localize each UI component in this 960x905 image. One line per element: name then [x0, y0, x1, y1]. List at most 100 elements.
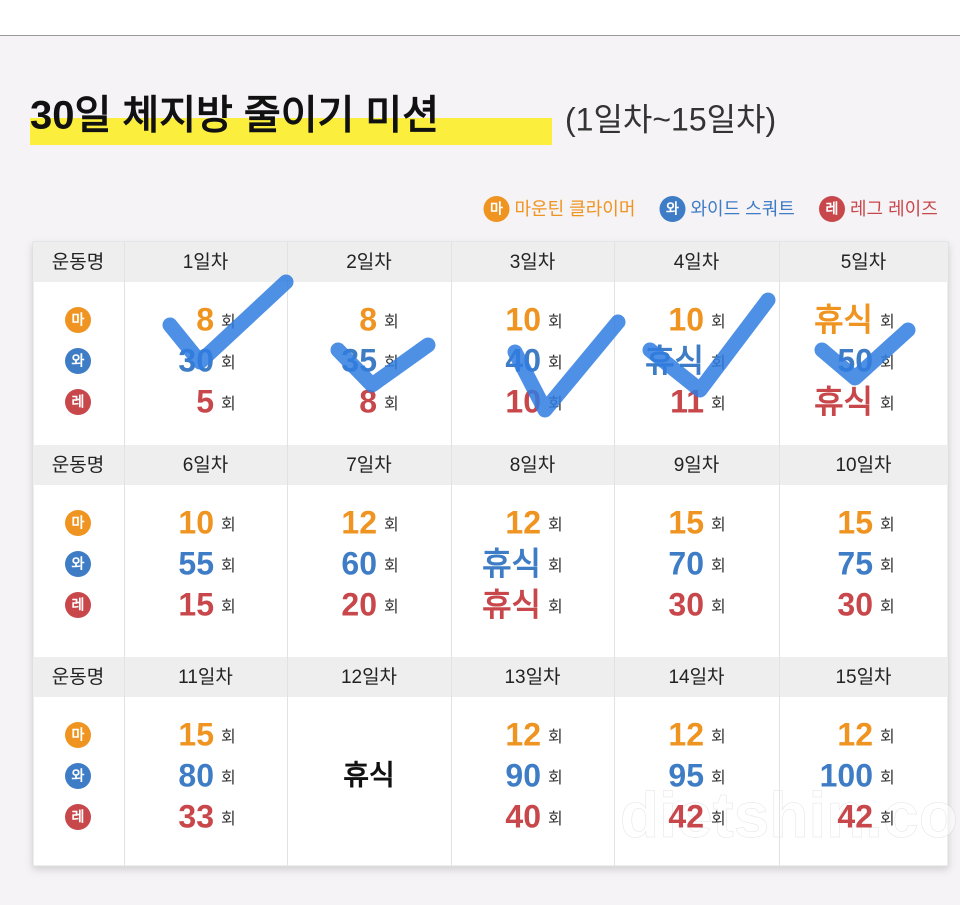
day-label: 11일차: [178, 666, 233, 688]
day-label: 2일차: [346, 251, 392, 273]
count-value: 12: [668, 716, 704, 752]
header-label: 운동명: [52, 251, 104, 273]
legend-badge-label: 레: [826, 201, 839, 217]
legend-badge-label: 와: [666, 201, 679, 217]
day-label: 3일차: [510, 251, 556, 273]
day-label: 10일차: [835, 454, 891, 476]
count-unit: 회: [384, 313, 399, 331]
count-value: 12: [837, 716, 873, 752]
count-value: 15: [178, 586, 214, 622]
day-label: 7일차: [346, 454, 392, 476]
count-value: 10: [505, 301, 541, 337]
count-unit: 회: [221, 728, 236, 746]
count-value: 15: [178, 716, 214, 752]
count-unit: 회: [221, 557, 236, 575]
count-value: 100: [820, 757, 873, 793]
day-label: 9일차: [674, 454, 720, 476]
legend-badge: [483, 196, 510, 222]
row-badge-label: 레: [72, 597, 85, 613]
count-value: 35: [341, 342, 377, 378]
count-unit: 회: [548, 354, 563, 372]
count-value: 8: [359, 383, 377, 419]
count-unit: 회: [221, 395, 236, 413]
count-unit: 회: [880, 313, 895, 331]
count-unit: 회: [711, 557, 726, 575]
count-unit: 회: [384, 598, 399, 616]
count-unit: 회: [711, 810, 726, 828]
count-unit: 회: [880, 516, 895, 534]
count-value: 60: [341, 545, 377, 581]
count-unit: 회: [221, 313, 236, 331]
legend-label: 마운틴 클라이머: [515, 199, 636, 219]
title: 30일 체지방 줄이기 미션: [30, 94, 439, 138]
count-value: 33: [178, 798, 214, 834]
count-value: 42: [668, 798, 704, 834]
count-value: 20: [341, 586, 377, 622]
legend-badge: [659, 196, 686, 222]
row-badge-label: 와: [72, 768, 85, 784]
row-badge-label: 마: [72, 727, 85, 743]
count-unit: 회: [221, 810, 236, 828]
count-value: 5: [196, 383, 214, 419]
day-label: 13일차: [504, 666, 560, 688]
count-unit: 회: [880, 395, 895, 413]
count-unit: 회: [711, 395, 726, 413]
count-value: 70: [668, 545, 704, 581]
row-badge-label: 와: [72, 556, 85, 572]
row-badge: [65, 804, 91, 830]
count-unit: 회: [221, 354, 236, 372]
count-value: 10: [178, 504, 214, 540]
row-badge: [65, 722, 91, 748]
legend-label: 레그 레이즈: [850, 199, 938, 219]
count-unit: 회: [711, 516, 726, 534]
count-value: 15: [837, 504, 873, 540]
day-label: 6일차: [183, 454, 229, 476]
count-value: 10: [505, 383, 541, 419]
row-badge: [65, 389, 91, 415]
day-label: 12일차: [341, 666, 397, 688]
count-unit: 회: [548, 728, 563, 746]
count-value: 8: [196, 301, 214, 337]
count-unit: 회: [548, 313, 563, 331]
count-value: 휴식: [482, 586, 541, 622]
count-unit: 회: [880, 810, 895, 828]
count-unit: 회: [384, 557, 399, 575]
row-badge: [65, 348, 91, 374]
count-value: 8: [359, 301, 377, 337]
legend-badge: [819, 196, 845, 222]
row-badge-label: 마: [72, 312, 85, 328]
row-badge-label: 레: [72, 394, 85, 410]
count-value: 30: [837, 586, 873, 622]
count-value: 55: [178, 545, 214, 581]
day-label: 5일차: [841, 251, 887, 273]
count-value: 12: [341, 504, 377, 540]
header-row: [34, 445, 947, 485]
row-badge-label: 마: [72, 515, 85, 531]
count-value: 30: [668, 586, 704, 622]
count-unit: 회: [711, 598, 726, 616]
header-label: 운동명: [52, 454, 104, 476]
count-unit: 회: [384, 395, 399, 413]
count-value: 42: [837, 798, 873, 834]
count-unit: 회: [548, 516, 563, 534]
count-value: 15: [668, 504, 704, 540]
count-value: 40: [505, 798, 541, 834]
count-unit: 회: [384, 354, 399, 372]
count-value: 휴식: [482, 545, 541, 581]
count-unit: 회: [548, 769, 563, 787]
count-value: 80: [178, 757, 214, 793]
row-badge: [65, 763, 91, 789]
count-value: 50: [837, 342, 873, 378]
count-value: 11: [670, 383, 704, 419]
count-value: 10: [668, 301, 704, 337]
day-label: 8일차: [510, 454, 556, 476]
count-unit: 회: [548, 395, 563, 413]
count-value: 휴식: [814, 383, 873, 419]
count-unit: 회: [711, 354, 726, 372]
count-unit: 회: [880, 598, 895, 616]
row-badge: [65, 510, 91, 536]
watermark: dietshin.com: [620, 779, 960, 851]
header-label: 운동명: [52, 666, 104, 688]
row-badge: [65, 551, 91, 577]
